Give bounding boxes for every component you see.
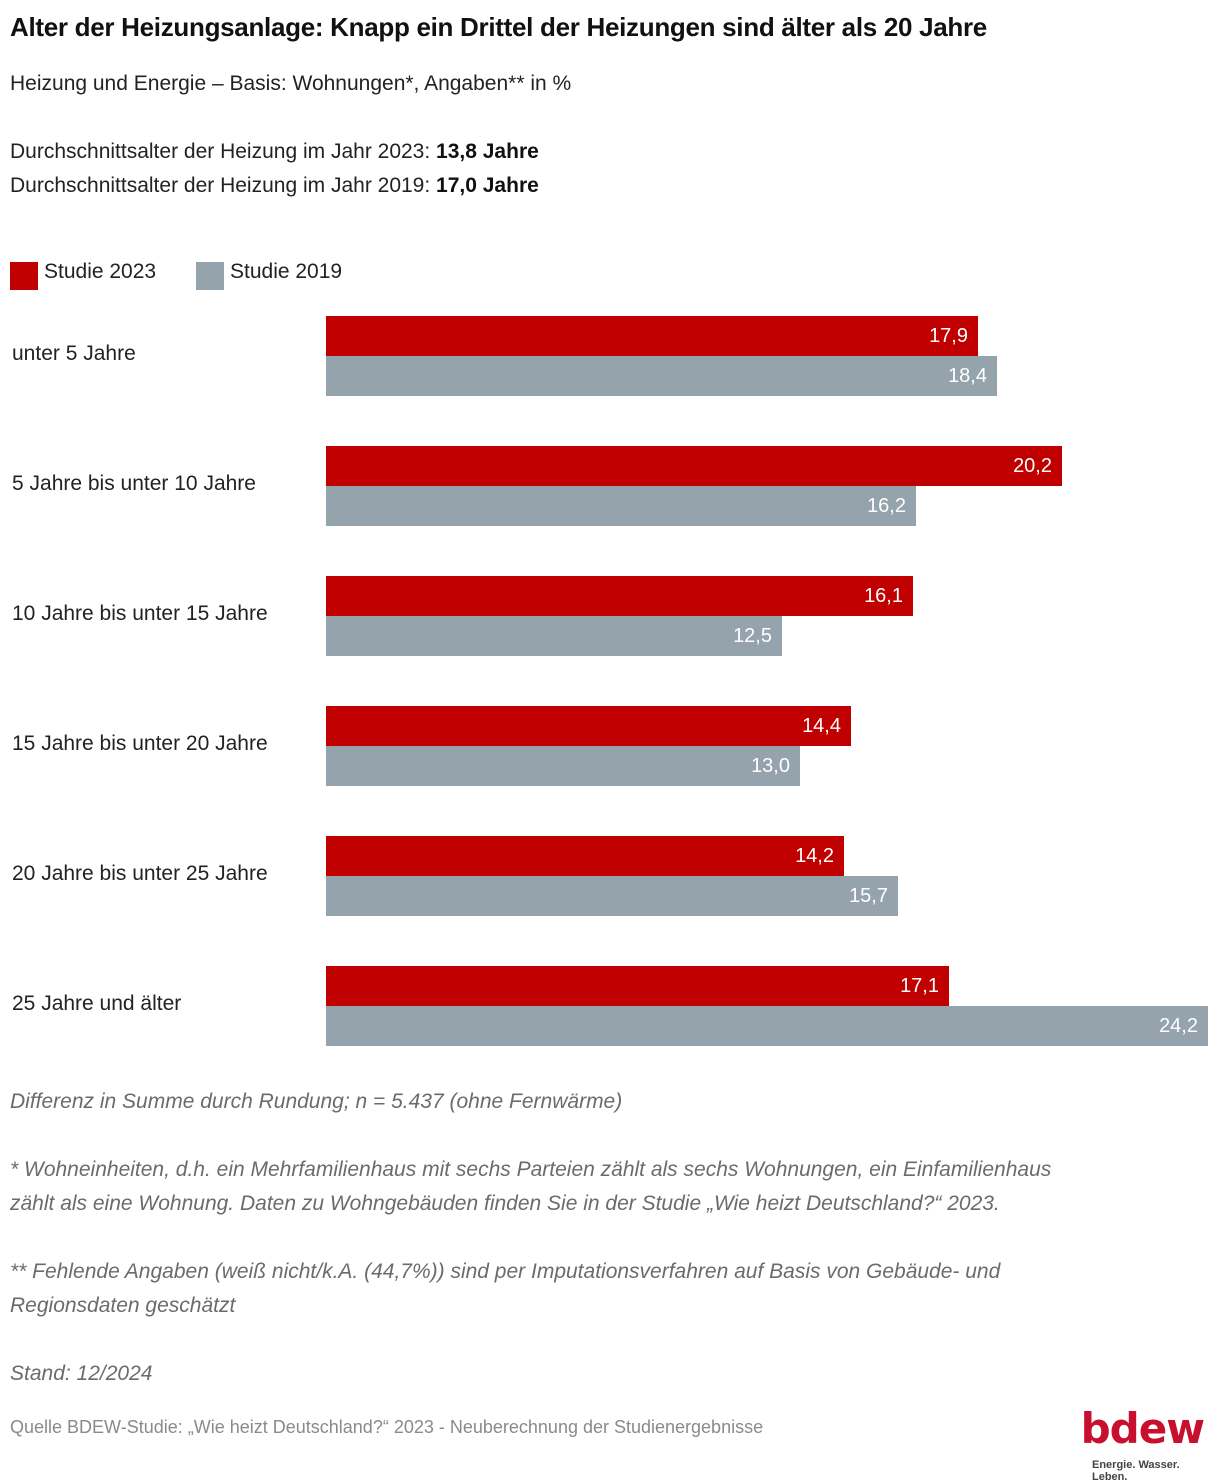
category-label: 20 Jahre bis unter 25 Jahre xyxy=(12,862,268,885)
footnote-2-line-2: Regionsdaten geschätzt xyxy=(10,1294,236,1317)
legend-label-2019: Studie 2019 xyxy=(230,260,343,283)
bdew-logo-wordmark: bdew xyxy=(1080,1404,1205,1453)
data-label-studie-2019: 24,2 xyxy=(1159,1015,1198,1037)
legend-swatch-2023 xyxy=(10,262,38,290)
chart-title: Alter der Heizungsanlage: Knapp ein Drit… xyxy=(10,12,987,42)
data-label-studie-2023: 17,1 xyxy=(900,975,939,997)
average-age-2023: Durchschnittsalter der Heizung im Jahr 2… xyxy=(10,140,539,164)
bdew-logo-tagline: Energie. Wasser. Leben. xyxy=(1092,1459,1180,1483)
bar-studie-2023 xyxy=(326,966,949,1006)
average-age-2019-value: 17,0 Jahre xyxy=(436,174,539,197)
bar-studie-2019 xyxy=(326,876,898,916)
bar-studie-2019 xyxy=(326,616,782,656)
chart-subtitle: Heizung und Energie – Basis: Wohnungen*,… xyxy=(10,72,572,95)
data-label-studie-2019: 13,0 xyxy=(751,755,790,777)
average-age-2023-value: 13,8 Jahre xyxy=(436,140,539,163)
data-label-studie-2023: 14,4 xyxy=(802,715,841,737)
average-age-2019-label: Durchschnittsalter der Heizung im Jahr 2… xyxy=(10,174,431,197)
footnote-2-line-1: ** Fehlende Angaben (weiß nicht/k.A. (44… xyxy=(10,1260,1001,1283)
data-label-studie-2023: 14,2 xyxy=(795,845,834,867)
bar-studie-2019 xyxy=(326,1006,1208,1046)
category-label: 10 Jahre bis unter 15 Jahre xyxy=(12,602,268,625)
bdew-logo: bdew Energie. Wasser. Leben. xyxy=(1081,1408,1212,1484)
category-label: unter 5 Jahre xyxy=(12,342,136,365)
data-label-studie-2019: 16,2 xyxy=(867,495,906,517)
bar-studie-2023 xyxy=(326,446,1062,486)
category-label: 15 Jahre bis unter 20 Jahre xyxy=(12,732,268,755)
source-note: Quelle BDEW-Studie: „Wie heizt Deutschla… xyxy=(10,1417,764,1437)
data-label-studie-2023: 17,9 xyxy=(929,325,968,347)
data-label-studie-2023: 20,2 xyxy=(1013,455,1052,477)
data-label-studie-2019: 15,7 xyxy=(849,885,888,907)
category-label: 5 Jahre bis unter 10 Jahre xyxy=(12,472,256,495)
data-label-studie-2023: 16,1 xyxy=(864,585,903,607)
bar-studie-2023 xyxy=(326,706,851,746)
legend-swatch-2019 xyxy=(196,262,224,290)
average-age-2023-label: Durchschnittsalter der Heizung im Jahr 2… xyxy=(10,140,431,163)
bar-studie-2023 xyxy=(326,576,913,616)
bar-studie-2019 xyxy=(326,486,916,526)
legend-label-2023: Studie 2023 xyxy=(44,260,157,283)
bar-studie-2023 xyxy=(326,316,978,356)
footnote-1-line-2: zählt als eine Wohnung. Daten zu Wohngeb… xyxy=(10,1192,1000,1215)
data-label-studie-2019: 18,4 xyxy=(948,365,987,387)
stand-date: Stand: 12/2024 xyxy=(10,1362,153,1385)
bar-studie-2023 xyxy=(326,836,844,876)
data-label-studie-2019: 12,5 xyxy=(733,625,772,647)
footnote-1-line-1: * Wohneinheiten, d.h. ein Mehrfamilienha… xyxy=(10,1158,1052,1181)
average-age-2019: Durchschnittsalter der Heizung im Jahr 2… xyxy=(10,174,539,198)
bar-studie-2019 xyxy=(326,746,800,786)
rounding-note: Differenz in Summe durch Rundung; n = 5.… xyxy=(10,1090,623,1113)
category-label: 25 Jahre und älter xyxy=(12,992,182,1015)
bar-studie-2019 xyxy=(326,356,997,396)
